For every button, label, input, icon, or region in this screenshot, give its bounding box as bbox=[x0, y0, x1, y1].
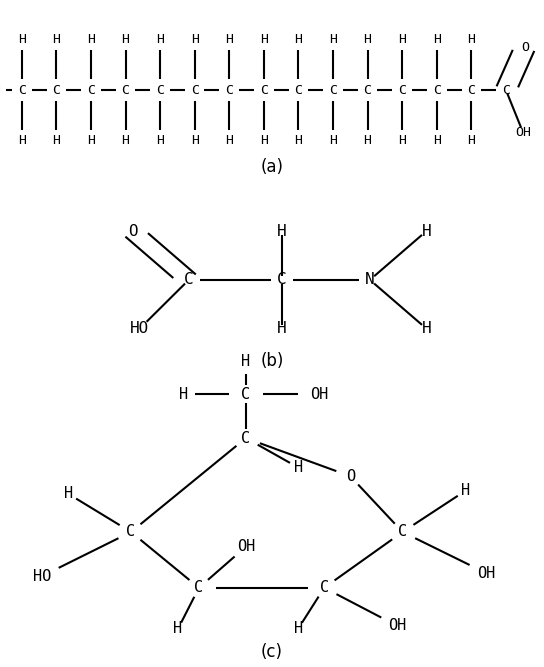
Text: OH: OH bbox=[477, 566, 495, 580]
Text: H: H bbox=[18, 33, 26, 46]
Text: (c): (c) bbox=[261, 644, 283, 661]
Text: H: H bbox=[422, 223, 431, 239]
Text: H: H bbox=[461, 484, 470, 498]
Text: H: H bbox=[121, 33, 129, 46]
Text: C: C bbox=[467, 83, 475, 97]
Text: H: H bbox=[18, 134, 26, 147]
Text: C: C bbox=[191, 83, 199, 97]
Text: H: H bbox=[277, 321, 287, 336]
Text: N: N bbox=[365, 272, 375, 287]
Text: C: C bbox=[433, 83, 441, 97]
Text: H: H bbox=[64, 486, 73, 502]
Text: H: H bbox=[277, 223, 287, 239]
Text: C: C bbox=[329, 83, 337, 97]
Text: H: H bbox=[363, 134, 372, 147]
Text: C: C bbox=[398, 524, 407, 540]
Text: H: H bbox=[156, 134, 164, 147]
Text: H: H bbox=[422, 321, 431, 336]
Text: H: H bbox=[294, 33, 302, 46]
Text: H: H bbox=[225, 134, 233, 147]
Text: H: H bbox=[87, 33, 95, 46]
Text: H: H bbox=[294, 460, 302, 475]
Text: H: H bbox=[294, 622, 302, 636]
Text: H: H bbox=[260, 33, 268, 46]
Text: O: O bbox=[346, 469, 355, 484]
Text: H: H bbox=[398, 134, 406, 147]
Text: H: H bbox=[329, 134, 337, 147]
Text: C: C bbox=[52, 83, 60, 97]
Text: H: H bbox=[433, 134, 441, 147]
Text: O: O bbox=[128, 223, 137, 239]
Text: H: H bbox=[191, 33, 199, 46]
Text: H: H bbox=[174, 622, 183, 636]
Text: H: H bbox=[294, 134, 302, 147]
Text: H: H bbox=[178, 387, 188, 402]
Text: H: H bbox=[363, 33, 372, 46]
Text: C: C bbox=[126, 524, 135, 540]
Text: C: C bbox=[121, 83, 129, 97]
Text: C: C bbox=[87, 83, 95, 97]
Text: HO: HO bbox=[33, 568, 51, 584]
Text: C: C bbox=[502, 83, 510, 97]
Text: C: C bbox=[242, 431, 250, 446]
Text: C: C bbox=[260, 83, 268, 97]
Text: H: H bbox=[87, 134, 95, 147]
Text: C: C bbox=[184, 272, 194, 287]
Text: OH: OH bbox=[515, 127, 531, 139]
Text: H: H bbox=[242, 354, 250, 370]
Text: (b): (b) bbox=[261, 352, 283, 370]
Text: C: C bbox=[194, 580, 203, 595]
Text: H: H bbox=[156, 33, 164, 46]
Text: H: H bbox=[467, 134, 475, 147]
Text: C: C bbox=[242, 387, 250, 402]
Text: H: H bbox=[398, 33, 406, 46]
Text: H: H bbox=[260, 134, 268, 147]
Text: HO: HO bbox=[130, 321, 150, 336]
Text: C: C bbox=[320, 580, 329, 595]
Text: C: C bbox=[398, 83, 406, 97]
Text: H: H bbox=[433, 33, 441, 46]
Text: OH: OH bbox=[237, 539, 255, 554]
Text: H: H bbox=[52, 33, 60, 46]
Text: H: H bbox=[467, 33, 475, 46]
Text: H: H bbox=[329, 33, 337, 46]
Text: H: H bbox=[121, 134, 129, 147]
Text: H: H bbox=[52, 134, 60, 147]
Text: C: C bbox=[18, 83, 26, 97]
Text: C: C bbox=[294, 83, 302, 97]
Text: C: C bbox=[363, 83, 372, 97]
Text: C: C bbox=[225, 83, 233, 97]
Text: (a): (a) bbox=[261, 159, 283, 177]
Text: OH: OH bbox=[388, 618, 406, 634]
Text: C: C bbox=[156, 83, 164, 97]
Text: C: C bbox=[277, 272, 287, 287]
Text: OH: OH bbox=[310, 387, 328, 402]
Text: H: H bbox=[191, 134, 199, 147]
Text: O: O bbox=[521, 41, 529, 53]
Text: H: H bbox=[225, 33, 233, 46]
